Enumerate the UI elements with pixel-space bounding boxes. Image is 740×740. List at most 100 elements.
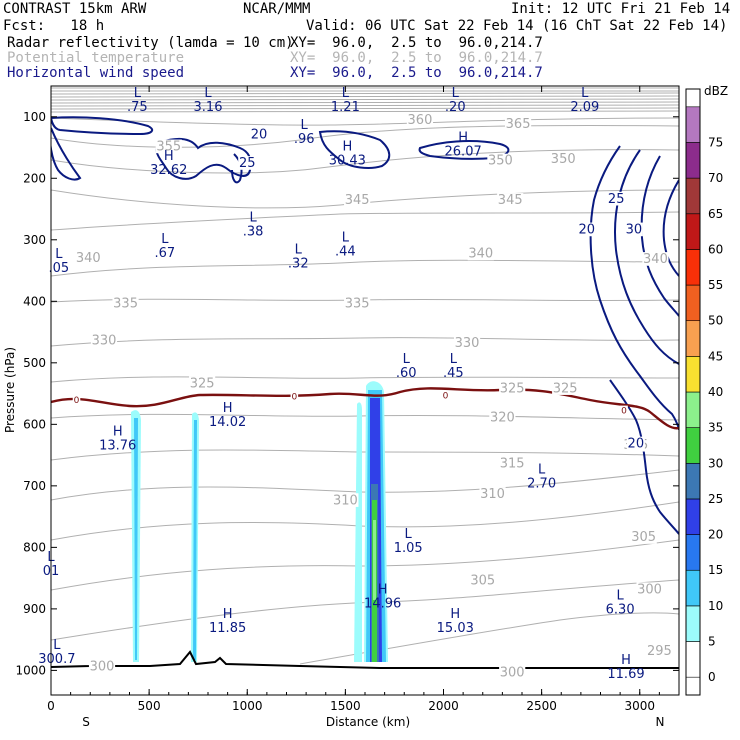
wind-contour-label-bg <box>624 222 643 237</box>
theta-label-bg <box>88 659 116 673</box>
y-tick-label: 1000 <box>15 663 46 677</box>
extremum-value: 1.21 <box>331 100 360 115</box>
colorbar-swatch <box>685 320 701 357</box>
extremum-value: .05 <box>49 261 70 276</box>
theta-label-bg <box>499 381 526 395</box>
x-axis-label: Distance (km) <box>326 715 410 729</box>
extremum-value: 32.62 <box>150 163 187 178</box>
theta-label-bg <box>344 296 371 311</box>
colorbar-tick-label: 20 <box>708 528 723 542</box>
wind-contour-label: 20 <box>251 127 268 142</box>
colorbar-swatch <box>685 284 701 322</box>
x-tick-label: 1000 <box>232 699 263 713</box>
theta-label: 295 <box>647 644 672 659</box>
colorbar-swatch <box>685 534 701 571</box>
south-end-label: S <box>82 715 90 729</box>
theta-label: 360 <box>408 113 433 128</box>
extremum-marker: L <box>450 352 458 367</box>
y-tick-label: 800 <box>23 540 46 554</box>
theta-label-bg <box>90 333 118 347</box>
colorbar-swatch <box>685 356 701 393</box>
theta-label: 330 <box>455 336 480 351</box>
extremum-value: .32 <box>288 256 309 271</box>
zero-label-bg <box>441 390 450 401</box>
theta-label: 350 <box>551 152 576 167</box>
colorbar-tick-label: 15 <box>708 563 723 577</box>
theta-label-bg <box>504 116 532 131</box>
wind-contour-label: 30 <box>626 223 643 238</box>
extremum-marker: L <box>342 86 350 101</box>
theta-label-bg <box>332 493 359 507</box>
theta-label-bg <box>646 643 673 658</box>
extremum-value: 13.76 <box>99 438 136 453</box>
wind-contour-label-bg <box>607 191 626 206</box>
y-tick-label: 500 <box>23 356 46 370</box>
zero-label: 0 <box>443 391 449 401</box>
extremum-marker: L <box>295 242 303 257</box>
colorbar-frame <box>685 88 701 696</box>
theta-label-bg <box>642 252 669 266</box>
theta-label-bg <box>189 376 216 391</box>
wind-contour-label: 25 <box>608 192 625 207</box>
theta-label: 310 <box>333 493 358 508</box>
colorbar: dBZ 0 5 10 15 20 25 30 35 40 45 50 55 60 65 70 75 <box>685 84 728 696</box>
extremum-marker: H <box>223 607 233 622</box>
x-tick-label: 500 <box>138 699 161 713</box>
theta-label-bg <box>479 487 506 501</box>
y-tick-label: 900 <box>23 602 46 616</box>
extremum-marker: L <box>452 86 460 101</box>
colorbar-swatch <box>685 142 701 179</box>
extremum-marker: H <box>621 653 631 668</box>
extremum-value: .67 <box>154 246 175 261</box>
colorbar-tick-label: 35 <box>708 421 723 435</box>
colorbar-swatch <box>685 462 701 500</box>
colorbar-tick-label: 75 <box>708 135 723 149</box>
theta-label: 345 <box>498 193 523 208</box>
wind-contour-label: 20 <box>578 223 595 238</box>
field2-xy: XY= 96.0, 2.5 to 96.0,214.7 <box>290 50 543 66</box>
theta-label: 330 <box>92 333 117 348</box>
wind-contour-label: 25 <box>239 156 256 171</box>
colorbar-tick-label: 30 <box>708 456 723 470</box>
theta-label: 340 <box>468 247 493 262</box>
colorbar-swatch <box>685 569 701 607</box>
colorbar-tick-label: 10 <box>708 599 723 613</box>
wind-label-layer: 20 20 20 25 25 30 <box>238 127 645 452</box>
colorbar-swatch <box>685 249 701 286</box>
zero-label: 0 <box>74 396 80 406</box>
colorbar-title: dBZ <box>704 84 728 98</box>
wind-contour-label-bg <box>249 127 269 141</box>
extremum-marker: H <box>450 607 460 622</box>
extremum-marker: L <box>161 232 169 247</box>
axes: 0 500 1000 1500 2000 2500 30001002003004005006… <box>15 86 680 713</box>
extremum-marker: H <box>458 130 468 145</box>
extremum-value: 2.70 <box>527 477 556 492</box>
north-end-label: N <box>656 715 665 729</box>
colorbar-tick-label: 40 <box>708 385 723 399</box>
extremum-value: 15.03 <box>437 621 474 636</box>
zero-label: 0 <box>621 406 627 416</box>
extremum-value: 3.16 <box>194 100 223 115</box>
x-tick-label: 2500 <box>526 699 557 713</box>
wind-contours <box>51 116 679 535</box>
theta-label-bg <box>469 573 496 587</box>
theta-label: 310 <box>480 487 505 502</box>
colorbar-tick-label: 55 <box>708 278 723 292</box>
field1-xy: XY= 96.0, 2.5 to 96.0,214.7 <box>290 35 543 51</box>
extremum-marker: H <box>113 424 123 439</box>
extremum-marker: L <box>55 247 63 262</box>
extremum-value: .75 <box>127 100 148 115</box>
extremum-marker: H <box>164 149 174 164</box>
colorbar-swatch <box>685 641 701 678</box>
extremum-value: 11.85 <box>209 621 246 636</box>
theta-label: 300 <box>500 666 525 681</box>
theta-label-bg <box>550 151 577 166</box>
init-time: Init: 12 UTC Fri 21 Feb 14 <box>511 1 731 17</box>
x-tick-label: 1500 <box>330 699 361 713</box>
extremum-marker: L <box>204 86 212 101</box>
zero-label: 0 <box>291 393 297 403</box>
wind-contour-label: 20 <box>628 437 645 452</box>
plot-area <box>51 87 679 669</box>
valid-time: Valid: 06 UTC Sat 22 Feb 14 (16 ChT Sat … <box>306 18 728 34</box>
colorbar-tick-label: 70 <box>708 171 723 185</box>
